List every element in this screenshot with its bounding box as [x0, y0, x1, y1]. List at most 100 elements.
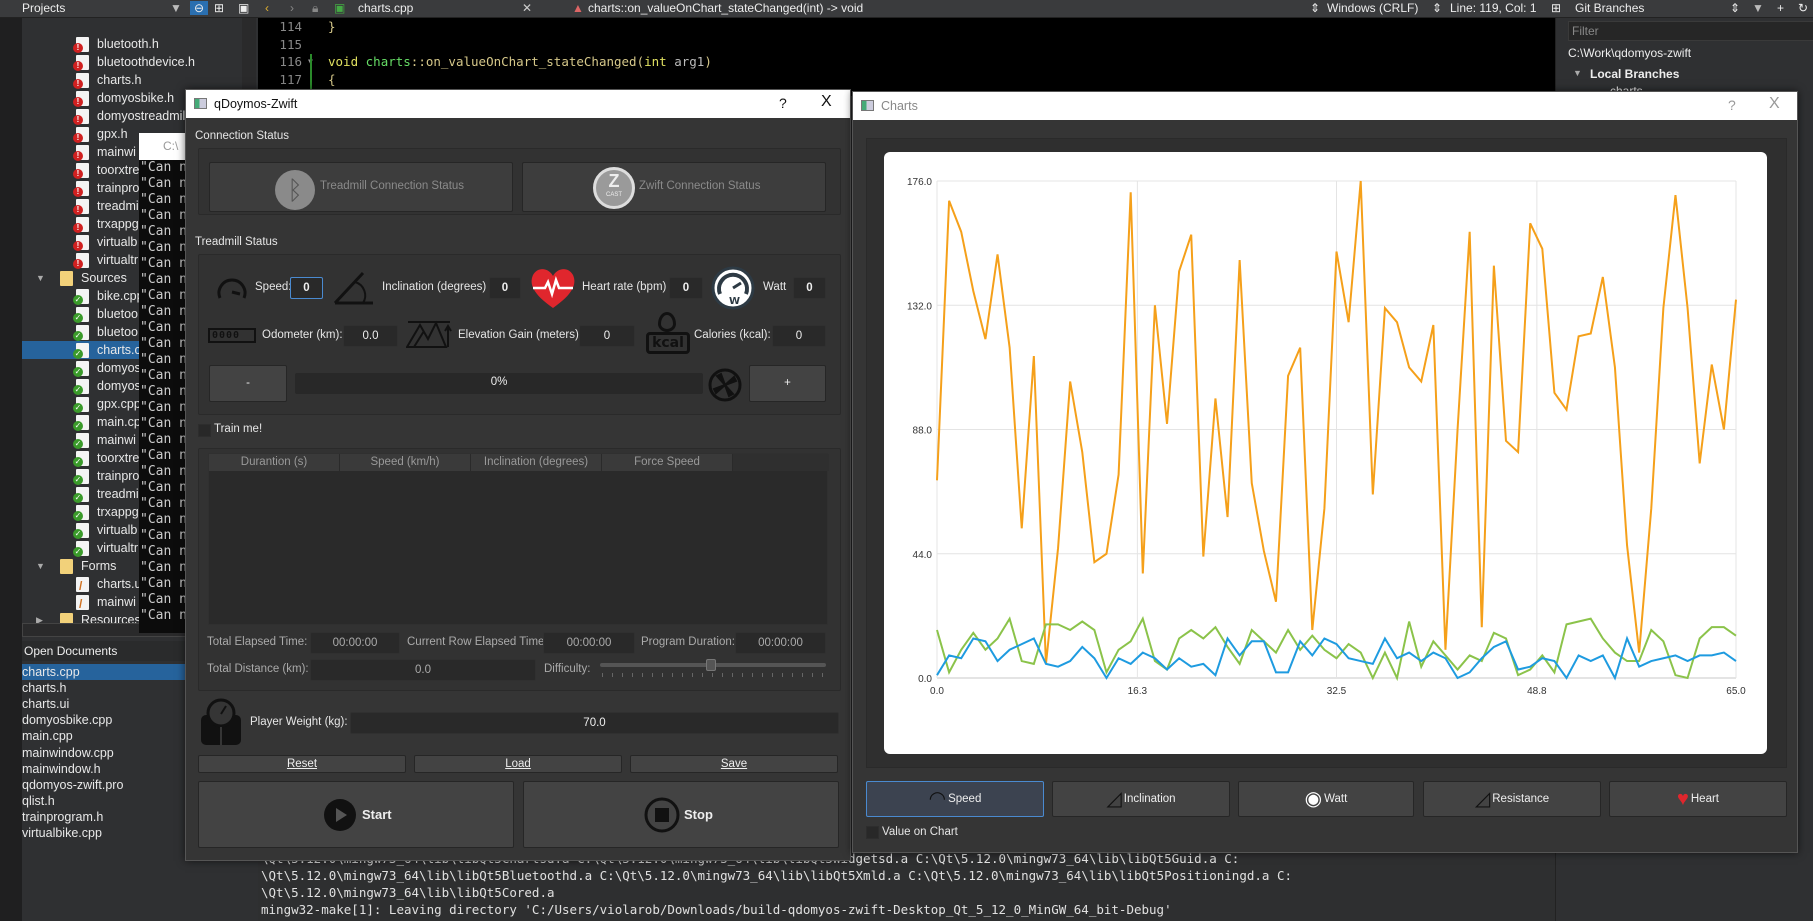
tree-file[interactable]: virtualb [22, 521, 258, 539]
load-button[interactable]: Load [414, 755, 622, 773]
table-header-cell[interactable]: Inclination (degrees) [471, 454, 602, 471]
tree-file[interactable]: toorxtre [22, 161, 258, 179]
table-header-cell[interactable]: Force Speed [602, 454, 733, 471]
filter-icon[interactable]: ▼ [170, 1, 182, 15]
speed-field[interactable]: 0 [290, 277, 323, 299]
link-icon[interactable]: ⊖ [190, 1, 209, 15]
refresh-icon[interactable]: ↻ [1798, 1, 1809, 15]
tree-file[interactable]: domyos [22, 377, 258, 395]
chart-inclination-button[interactable]: ◿ Inclination [1052, 781, 1230, 817]
total-elapsed-field[interactable]: 00:00:00 [310, 632, 400, 654]
help-button[interactable]: ? [779, 95, 787, 111]
decrease-button[interactable]: - [209, 365, 287, 402]
tree-file[interactable]: virtualb [22, 233, 258, 251]
local-branches-node[interactable]: Local Branches [1590, 67, 1680, 81]
open-document-item[interactable]: charts.ui [22, 697, 70, 712]
odometer-field[interactable]: 0.0 [343, 325, 398, 347]
chart-heart-button[interactable]: ♥ Heart [1609, 781, 1787, 817]
add-icon[interactable]: + [1777, 1, 1785, 15]
chart-speed-button[interactable]: ◠ Speed [866, 781, 1044, 817]
tree-file[interactable]: bluetoothdevice.h [22, 53, 258, 71]
tree-file[interactable]: trainpro [22, 467, 258, 485]
total-distance-field[interactable]: 0.0 [310, 659, 536, 681]
tree-file[interactable]: domyos [22, 359, 258, 377]
split-icon[interactable]: ⊞ [214, 1, 225, 15]
tree-file[interactable]: treadmi [22, 197, 258, 215]
tree-file[interactable]: charts.u [22, 575, 258, 595]
tree-file[interactable]: domyosbike.h [22, 89, 258, 107]
tree-file[interactable]: trxappg [22, 215, 258, 233]
elevation-field[interactable]: 0 [579, 325, 635, 347]
tree-folder[interactable]: ▼ Forms [22, 557, 258, 575]
difficulty-slider-handle[interactable] [705, 659, 716, 671]
filter-icon[interactable]: ▼ [1752, 1, 1764, 15]
cursor-position[interactable]: Line: 119, Col: 1 [1450, 1, 1537, 15]
filter-input[interactable]: Filter [1568, 21, 1813, 41]
help-button[interactable]: ? [1728, 97, 1736, 113]
heart-rate-field[interactable]: 0 [669, 277, 703, 299]
train-me-checkbox[interactable] [198, 424, 211, 437]
tree-file[interactable]: treadmi [22, 485, 258, 503]
tree-file[interactable]: bluetooth.h [22, 35, 258, 53]
collapse-arrow-icon[interactable]: ▶ [36, 615, 43, 625]
open-document-item[interactable]: trainprogram.h [22, 809, 104, 824]
projects-selector[interactable]: Projects [22, 1, 66, 15]
tree-file[interactable]: domyostreadmil [22, 107, 258, 125]
train-program-table[interactable]: Durantion (s) Speed (km/h) Inclination (de… [208, 453, 829, 625]
symbol-selector[interactable]: charts::on_valueOnChart_stateChanged(int… [588, 1, 864, 15]
close-file-icon[interactable]: ✕ [522, 1, 533, 15]
tree-file[interactable]: mainwi [22, 143, 258, 161]
git-panel-selector[interactable]: Git Branches [1575, 1, 1645, 15]
value-on-chart-checkbox[interactable] [866, 826, 879, 839]
tree-file[interactable]: virtualtr [22, 539, 258, 557]
tree-file[interactable]: toorxtre [22, 449, 258, 467]
tree-file[interactable]: bluetoo [22, 323, 258, 341]
tree-file[interactable]: trxappg [22, 503, 258, 521]
tree-file[interactable]: bluetoo [22, 305, 258, 323]
difficulty-slider[interactable] [600, 658, 826, 678]
stop-button[interactable]: Stop [523, 781, 839, 848]
open-document-item[interactable]: qlist.h [22, 793, 55, 808]
open-document-item[interactable]: charts.h [22, 681, 67, 696]
split-icon[interactable]: ⊞ [1551, 1, 1562, 15]
tree-file[interactable]: gpx.h [22, 125, 258, 143]
chart-watt-button[interactable]: ◉ Watt [1238, 781, 1414, 817]
line-endings-selector[interactable]: Windows (CRLF) [1327, 1, 1419, 15]
chart-view[interactable]: 0.0 44.0 88.0 132.0 176.0 0.0 16.3 32.5 48.8 65.0 [884, 152, 1767, 754]
start-button[interactable]: Start [198, 781, 514, 848]
player-weight-field[interactable]: 70.0 [350, 712, 839, 734]
table-header-cell[interactable]: Durantion (s) [209, 454, 340, 471]
open-document-item[interactable]: main.cpp [22, 729, 73, 744]
forward-icon[interactable]: › [290, 1, 294, 15]
reset-button[interactable]: Reset [198, 755, 406, 773]
inclination-field[interactable]: 0 [489, 277, 521, 299]
increase-button[interactable]: + [749, 365, 826, 402]
chart-resistance-button[interactable]: ◿ Resistance [1423, 781, 1601, 817]
tree-file[interactable]: mainwi [22, 593, 258, 613]
tree-file[interactable]: virtualtr [22, 251, 258, 269]
tree-file[interactable]: bike.cpp [22, 287, 258, 305]
tree-file[interactable]: main.cp [22, 413, 258, 431]
expand-arrow-icon[interactable]: ▼ [1573, 68, 1582, 78]
open-document-item[interactable]: mainwindow.cpp [22, 745, 114, 760]
console-window[interactable]: C:\ "Can n "Can n "Can n "Can n "Can n "Can n… [139, 133, 189, 633]
expand-arrow-icon[interactable]: ▼ [36, 561, 45, 571]
expand-arrow-icon[interactable]: ▼ [36, 273, 45, 283]
watt-field[interactable]: 0 [793, 277, 826, 299]
tree-file[interactable]: gpx.cpp [22, 395, 258, 413]
calories-field[interactable]: 0 [772, 325, 826, 347]
program-duration-field[interactable]: 00:00:00 [735, 632, 826, 654]
close-button[interactable]: X [821, 93, 832, 110]
treadmill-connection-button[interactable]: ᛒ Treadmill Connection Status [209, 162, 513, 212]
tree-file[interactable]: mainwi [22, 431, 258, 449]
zwift-connection-button[interactable]: Z CAST Zwift Connection Status [522, 162, 826, 212]
open-document-item[interactable]: qdomyos-zwift.pro [22, 777, 124, 792]
open-document-item[interactable]: virtualbike.cpp [22, 826, 102, 840]
close-button[interactable]: X [1769, 95, 1780, 112]
tree-folder[interactable]: ▼ Sources [22, 269, 258, 287]
row-elapsed-field[interactable]: 00:00:00 [543, 632, 635, 654]
table-header-cell[interactable]: Speed (km/h) [340, 454, 471, 471]
close-pane-icon[interactable]: ▣ [238, 1, 250, 15]
save-button[interactable]: Save [630, 755, 838, 773]
